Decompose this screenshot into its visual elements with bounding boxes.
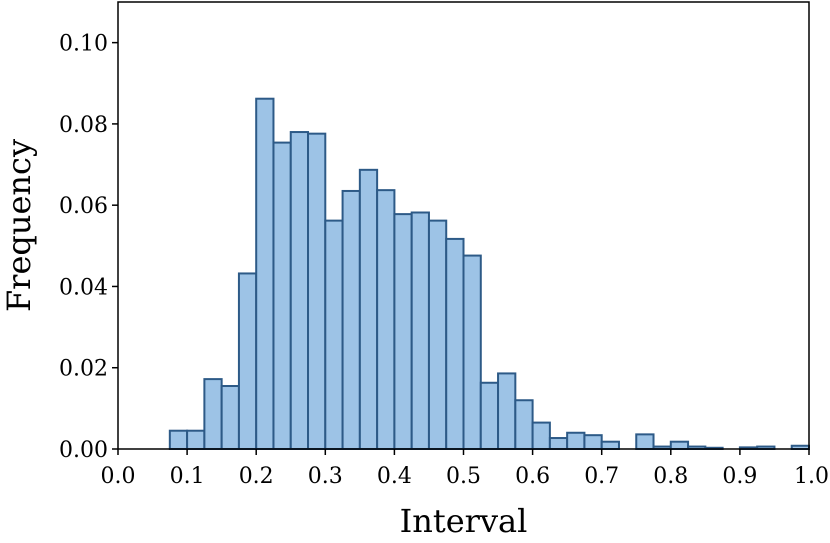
y-tick-label-4: 0.08 — [59, 113, 108, 138]
x-tick-label-4: 0.4 — [377, 464, 412, 489]
histogram-bar-22 — [548, 437, 569, 450]
x-tick-label-0: 0.0 — [101, 464, 136, 489]
histogram-bar-10 — [341, 189, 361, 451]
histogram-bar-23 — [566, 431, 586, 450]
x-tick-label-2: 0.2 — [239, 464, 274, 489]
histogram-bar-11 — [358, 168, 379, 451]
histogram-bar-17 — [462, 254, 482, 450]
histogram-bar-21 — [531, 421, 551, 450]
histogram-bar-8 — [307, 132, 327, 450]
bars-group — [168, 97, 810, 451]
y-tick-label-3: 0.06 — [59, 194, 108, 219]
histogram-bar-14 — [410, 211, 430, 450]
x-tick-label-3: 0.3 — [308, 464, 343, 489]
histogram-bar-20 — [514, 399, 534, 450]
histogram-bar-13 — [393, 213, 413, 450]
histogram-bar-27 — [635, 433, 655, 450]
histogram-bar-0 — [168, 429, 189, 450]
y-tick-label-1: 0.02 — [59, 357, 108, 382]
histogram-bar-25 — [600, 440, 620, 451]
histogram-bar-16 — [445, 237, 465, 450]
y-tick-label-2: 0.04 — [59, 275, 108, 300]
histogram-bar-4 — [237, 272, 258, 451]
histogram-bar-12 — [376, 189, 396, 450]
x-tick-label-8: 0.8 — [653, 464, 688, 489]
x-tick-label-1: 0.1 — [170, 464, 205, 489]
histogram-bar-29 — [669, 440, 690, 451]
x-axis: 0.0 0.1 0.2 0.3 0.4 0.5 0.6 0.7 0.8 0.9 1.0 — [101, 449, 829, 489]
histogram-bar-24 — [583, 434, 603, 450]
histogram-bar-5 — [255, 97, 275, 451]
x-tick-label-9: 0.9 — [722, 464, 757, 489]
histogram-bar-2 — [203, 378, 223, 450]
histogram-bar-3 — [220, 385, 240, 451]
y-axis: 0.00 0.02 0.04 0.06 0.08 0.10 — [59, 32, 118, 463]
histogram-bar-7 — [289, 131, 310, 450]
x-tick-label-6: 0.6 — [515, 464, 550, 489]
x-tick-label-7: 0.7 — [584, 464, 619, 489]
histogram-bar-6 — [272, 141, 292, 450]
histogram-bar-18 — [479, 381, 500, 451]
histogram-bar-1 — [186, 429, 206, 450]
y-tick-label-5: 0.10 — [59, 32, 108, 57]
y-axis-title: Frequency — [0, 139, 38, 312]
x-tick-label-10: 1.0 — [794, 464, 829, 489]
y-tick-label-0: 0.00 — [59, 438, 108, 463]
histogram-bar-19 — [497, 372, 517, 451]
histogram-bar-9 — [324, 219, 344, 450]
x-tick-label-5: 0.5 — [446, 464, 481, 489]
histogram-bar-15 — [427, 219, 448, 450]
x-axis-title: Interval — [400, 502, 528, 540]
